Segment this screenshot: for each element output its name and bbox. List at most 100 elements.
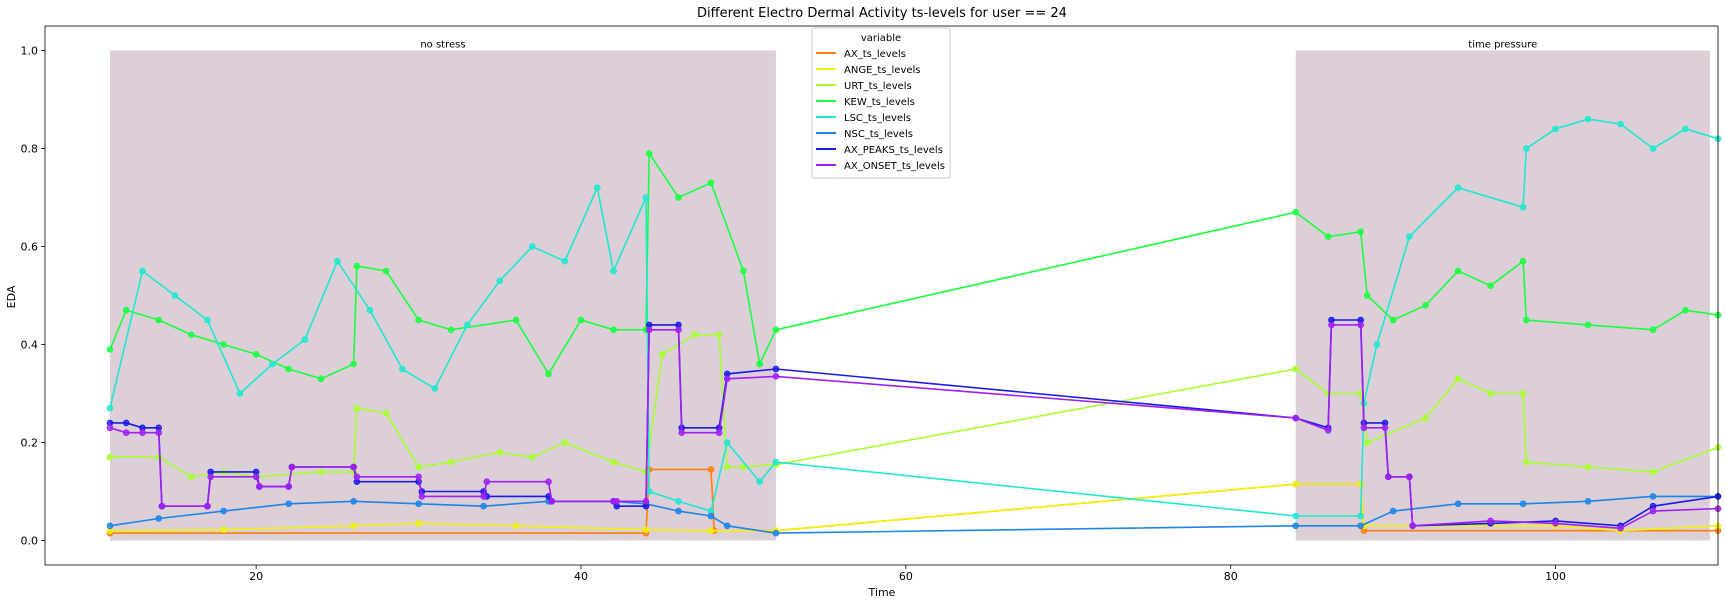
region-label-1: time pressure [1468,40,1537,51]
legend-label-NSC_ts_levels: NSC_ts_levels [844,129,913,140]
series-point-KEW_ts_levels [317,375,325,383]
series-point-NSC_ts_levels [106,522,114,530]
series-point-KEW_ts_levels [545,370,552,378]
series-point-AX_ONSET_ts_levels [350,463,357,471]
series-point-KEW_ts_levels [1389,316,1397,324]
series-point-KEW_ts_levels [220,341,227,348]
series-line-AX_ONSET_ts_levels [109,324,1719,530]
series-point-KEW_ts_levels [187,331,195,339]
series-point-URT_ts_levels [715,331,723,339]
series-point-AX_ONSET_ts_levels [139,429,146,437]
legend-label-AX_ts_levels: AX_ts_levels [844,49,906,60]
plot-frame [44,25,1719,566]
y-tick-label: 1.0 [21,45,39,58]
series-point-NSC_ts_levels [415,500,422,508]
series-point-LSC_ts_levels [1552,125,1559,133]
series-point-URT_ts_levels [691,331,699,339]
series-point-NSC_ts_levels [1649,493,1657,500]
series-point-KEW_ts_levels [382,267,390,275]
series-point-URT_ts_levels [528,453,536,461]
series-point-LSC_ts_levels [772,458,780,466]
series-point-KEW_ts_levels [1523,316,1530,324]
series-point-KEW_ts_levels [675,194,682,201]
series-point-AX_ONSET_ts_levels [1487,517,1494,525]
series-point-KEW_ts_levels [610,326,617,334]
series-point-NSC_ts_levels [1584,498,1592,505]
series-point-KEW_ts_levels [353,262,361,270]
series-point-LSC_ts_levels [1406,233,1413,240]
series-point-AX_ONSET_ts_levels [1649,507,1657,515]
series-point-NSC_ts_levels [350,498,357,505]
series-point-LSC_ts_levels [269,360,276,368]
series-point-AX_ONSET_ts_levels [106,424,114,432]
x-tick-label: 40 [574,570,588,583]
series-point-URT_ts_levels [561,439,569,446]
series-point-NSC_ts_levels [675,507,682,515]
series-point-AX_ONSET_ts_levels [772,373,780,380]
series-point-LSC_ts_levels [171,292,179,299]
series-point-ANGE_ts_levels [1357,480,1364,488]
legend-label-KEW_ts_levels: KEW_ts_levels [844,97,915,108]
series-point-URT_ts_levels [1519,390,1527,397]
series-point-KEW_ts_levels [285,365,292,373]
series-point-LSC_ts_levels [1523,145,1530,152]
series-point-URT_ts_levels [610,458,617,466]
series-point-AX_ONSET_ts_levels [1328,321,1335,329]
series-point-NSC_ts_levels [285,500,292,508]
series-point-NSC_ts_levels [723,522,731,530]
series-line-NSC_ts_levels [109,495,1718,534]
series-point-AX_ONSET_ts_levels [1409,522,1416,530]
series-point-NSC_ts_levels [1519,500,1527,508]
legend-label-ANGE_ts_levels: ANGE_ts_levels [844,65,921,76]
series-line-ANGE_ts_levels [109,483,1719,532]
series-point-AX_PEAKS_ts_levels [122,419,130,427]
series-point-LSC_ts_levels [496,277,504,285]
chart-title: Different Electro Dermal Activity ts-lev… [697,6,1067,21]
series-point-LSC_ts_levels [1292,512,1299,520]
series-point-URT_ts_levels [187,473,195,481]
series-point-AX_ONSET_ts_levels [675,326,682,334]
x-tick-label: 80 [1224,570,1238,583]
series-point-KEW_ts_levels [1357,228,1364,236]
x-tick-label: 60 [899,570,913,583]
series-point-KEW_ts_levels [1519,257,1527,265]
series-point-NSC_ts_levels [772,529,780,537]
series-point-LSC_ts_levels [1617,120,1624,128]
series-point-AX_ONSET_ts_levels [252,473,260,481]
series-point-LSC_ts_levels [1519,204,1527,211]
series-point-KEW_ts_levels [1363,292,1371,299]
series-point-AX_ONSET_ts_levels [256,483,263,490]
series-point-LSC_ts_levels [645,488,653,495]
series-point-LSC_ts_levels [366,306,374,314]
y-tick-label: 0.8 [21,143,39,156]
series-LSC_ts_levels [106,115,1722,520]
series-point-KEW_ts_levels [1454,267,1462,275]
series-point-LSC_ts_levels [139,267,146,275]
series-point-LSC_ts_levels [1357,512,1364,520]
series-point-NSC_ts_levels [480,502,487,510]
series-point-AX_ONSET_ts_levels [723,375,731,383]
series-point-AX_ONSET_ts_levels [288,463,296,471]
series-point-AX_ONSET_ts_levels [1360,424,1368,432]
series-point-LSC_ts_levels [756,478,763,486]
series-point-LSC_ts_levels [236,390,244,397]
series-point-KEW_ts_levels [1649,326,1657,334]
series-point-URT_ts_levels [496,449,504,456]
series-point-NSC_ts_levels [1389,507,1397,515]
series-point-AX_ONSET_ts_levels [645,326,653,334]
series-point-URT_ts_levels [740,463,747,471]
series-point-LSC_ts_levels [431,385,439,392]
series-point-AX_ONSET_ts_levels [1381,424,1389,432]
series-point-NSC_ts_levels [1292,522,1299,530]
series-point-KEW_ts_levels [577,316,585,324]
series-point-LSC_ts_levels [561,257,569,265]
series-line-LSC_ts_levels [109,118,1719,517]
x-tick-label: 20 [249,570,263,583]
series-point-AX_ONSET_ts_levels [678,429,686,437]
series-point-AX_ONSET_ts_levels [1357,321,1364,329]
series-point-LSC_ts_levels [301,336,309,343]
series-point-LSC_ts_levels [399,365,406,373]
legend-label-URT_ts_levels: URT_ts_levels [844,81,912,92]
series-point-LSC_ts_levels [1584,115,1592,123]
